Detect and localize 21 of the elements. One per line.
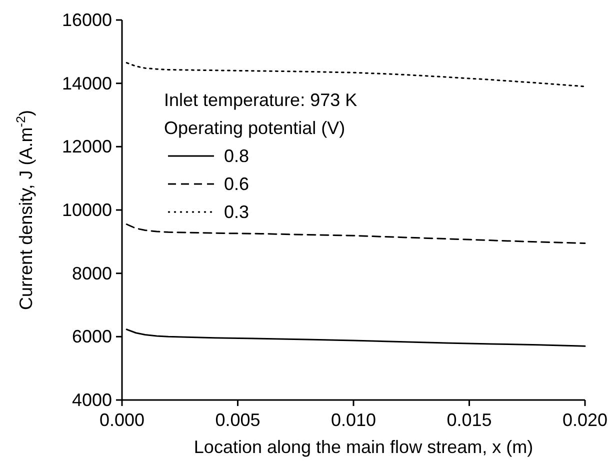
y-tick-label: 6000 <box>72 326 112 347</box>
y-tick-label: 4000 <box>72 390 112 410</box>
y-tick-label: 14000 <box>62 73 112 94</box>
legend-label: 0.6 <box>224 174 250 194</box>
line-series <box>126 62 586 88</box>
x-tick-label: 0.000 <box>99 410 145 430</box>
x-tick-label: 0.005 <box>215 410 260 430</box>
y-tick-label: 16000 <box>62 10 112 30</box>
y-tick-label: 10000 <box>62 200 112 220</box>
legend-title: Operating potential (V) <box>164 118 346 138</box>
x-axis-title: Location along the main flow stream, x (m) <box>194 437 534 457</box>
x-tick-label: 0.020 <box>562 410 608 430</box>
x-tick-label: 0.010 <box>330 410 376 430</box>
x-tick-label: 0.015 <box>446 410 492 430</box>
y-tick-label: 12000 <box>62 136 112 157</box>
annotation: Inlet temperature: 973 K <box>164 90 358 110</box>
y-tick-label: 8000 <box>72 263 112 284</box>
line-series <box>126 328 586 347</box>
legend-label: 0.8 <box>224 146 250 166</box>
legend-label: 0.3 <box>224 202 250 222</box>
line-series <box>126 224 586 244</box>
